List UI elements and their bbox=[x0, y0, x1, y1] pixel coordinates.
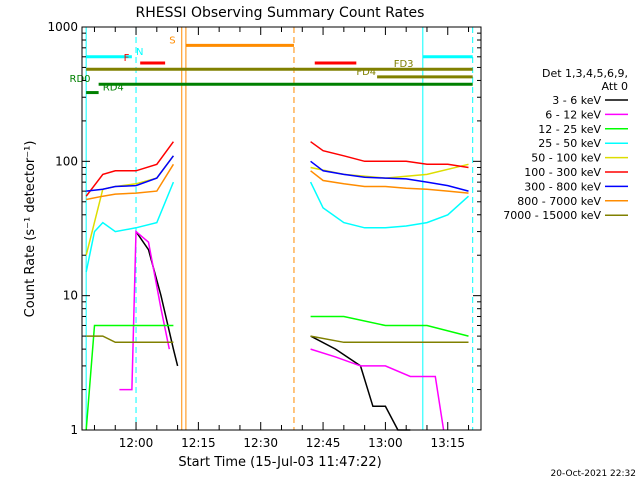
legend-header-0: Det 1,3,4,5,6,9, bbox=[542, 67, 628, 80]
flag-label-fd3: FD3 bbox=[394, 59, 414, 70]
flag-label-fd4: FD4 bbox=[356, 67, 376, 78]
x-tick-label-1230: 12:30 bbox=[243, 436, 278, 450]
series-7-line-0 bbox=[86, 163, 175, 201]
legend-label-4: 50 - 100 keV bbox=[531, 152, 601, 165]
legend-label-1: 6 - 12 keV bbox=[545, 108, 601, 121]
x-axis: 12:00 12:15 12:30 12:45 13:00 13:15 bbox=[93, 27, 470, 450]
chart-title: RHESSI Observing Summary Count Rates bbox=[136, 5, 425, 21]
y-tick-label-10: 10 bbox=[63, 289, 78, 303]
y-axis: 1 10 100 1000 bbox=[47, 20, 481, 437]
series-4-line-1 bbox=[310, 163, 469, 179]
y-tick-label-1000: 1000 bbox=[47, 20, 78, 34]
series-1-line-0 bbox=[119, 230, 171, 391]
legend-label-6: 300 - 800 keV bbox=[524, 180, 601, 193]
series-0-line-0 bbox=[135, 231, 179, 367]
series-2-line-1 bbox=[310, 315, 469, 337]
legend-label-0: 3 - 6 keV bbox=[552, 94, 601, 107]
x-tick-label-1200: 12:00 bbox=[119, 436, 154, 450]
legend-label-2: 12 - 25 keV bbox=[538, 123, 601, 136]
series-8-line-1 bbox=[310, 335, 469, 344]
x-tick-label-1215: 12:15 bbox=[181, 436, 216, 450]
flag-label-rd0: RD0 bbox=[70, 74, 91, 85]
series-1-line-1 bbox=[310, 348, 445, 431]
legend-label-8: 7000 - 15000 keV bbox=[503, 209, 601, 222]
x-axis-label: Start Time (15-Jul-03 11:47:22) bbox=[178, 455, 381, 470]
legend-header-1: Att 0 bbox=[602, 80, 628, 93]
series-3-line-0 bbox=[85, 181, 175, 273]
series-8-line-0 bbox=[86, 335, 174, 344]
legend-label-7: 800 - 7000 keV bbox=[517, 195, 601, 208]
series-6-line-0 bbox=[86, 155, 175, 192]
series-5-line-0 bbox=[85, 141, 175, 197]
timestamp: 20-Oct-2021 22:32 bbox=[551, 469, 636, 479]
y-axis-label: Count Rate (s⁻¹ detector⁻¹) bbox=[23, 141, 38, 318]
series-2-line-0 bbox=[85, 324, 174, 431]
x-tick-label-1315: 13:15 bbox=[430, 436, 465, 450]
y-tick-label-1: 1 bbox=[70, 423, 78, 437]
series-7-line-1 bbox=[310, 170, 469, 194]
plot-frame bbox=[81, 26, 482, 431]
plot-area: NF S FD3 FD4 RD0 RD4 bbox=[70, 27, 474, 431]
series-0-line-1 bbox=[310, 335, 411, 431]
legend-label-3: 25 - 50 keV bbox=[538, 137, 601, 150]
y-tick-label-100: 100 bbox=[55, 154, 78, 168]
x-tick-label-1300: 13:00 bbox=[368, 436, 403, 450]
flag-label-rd4: RD4 bbox=[103, 83, 124, 94]
flag-label-s: S bbox=[169, 35, 175, 46]
legend-label-5: 100 - 300 keV bbox=[524, 166, 601, 179]
series-5-line-1 bbox=[310, 141, 469, 169]
series-3-line-1 bbox=[309, 181, 470, 229]
flag-label-f: F bbox=[124, 53, 130, 64]
x-tick-label-1245: 12:45 bbox=[306, 436, 341, 450]
series-6-line-1 bbox=[310, 160, 469, 192]
flag-label-n: N bbox=[136, 47, 143, 58]
